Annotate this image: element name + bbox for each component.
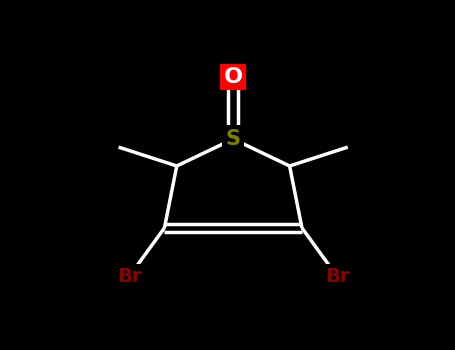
Text: Br: Br	[117, 267, 142, 286]
Text: O: O	[224, 67, 243, 87]
Text: O: O	[224, 67, 243, 87]
Text: Br: Br	[325, 267, 349, 286]
Text: S: S	[226, 129, 241, 149]
